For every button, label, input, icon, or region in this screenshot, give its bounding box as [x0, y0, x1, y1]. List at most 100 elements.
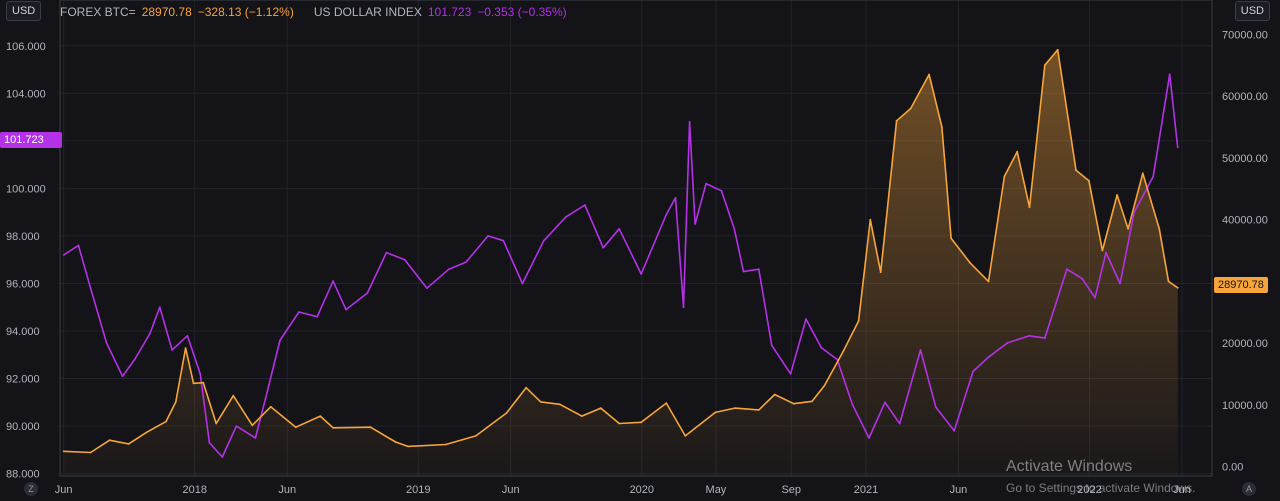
btc-change: −328.13 (−1.12%): [197, 5, 294, 19]
btc-data-point: [773, 393, 776, 396]
right-tick-label: 50000.00: [1222, 153, 1268, 165]
btc-data-point: [505, 412, 508, 414]
btc-data-point: [734, 407, 736, 409]
dxy-data-point: [448, 268, 450, 271]
dxy-data-point: [1168, 73, 1171, 76]
left-currency-button[interactable]: USD: [6, 1, 42, 21]
dxy-data-point: [682, 306, 685, 309]
btc-data-point: [1028, 206, 1031, 209]
dxy-data-point: [1119, 282, 1121, 285]
btc-data-point: [665, 402, 668, 404]
btc-series-line: [63, 49, 1179, 454]
dxy-data-point: [345, 308, 347, 311]
dxy-data-point: [757, 268, 760, 271]
btc-data-point: [842, 350, 845, 353]
time-tick-label: 2020: [630, 484, 654, 496]
dxy-data-point: [1066, 268, 1068, 271]
right-tick-label: 60000.00: [1222, 91, 1268, 103]
btc-data-point: [618, 422, 621, 425]
dxy-data-point: [1152, 175, 1155, 178]
dxy-data-point: [884, 401, 886, 404]
btc-data-point: [757, 409, 760, 411]
btc-data-point: [184, 347, 187, 349]
btc-data-point: [474, 435, 477, 437]
time-tick-label: 2022: [1077, 484, 1101, 496]
left-tick-label: 100.000: [6, 183, 46, 195]
right-tick-label: 20000.00: [1222, 338, 1268, 350]
dxy-data-point: [733, 227, 736, 230]
dxy-data-point: [565, 216, 567, 218]
btc-data-point: [714, 411, 717, 414]
left-tick-label: 88.000: [6, 469, 40, 481]
btc-data-point: [895, 119, 898, 122]
btc-data-point: [407, 445, 409, 448]
dxy-data-point: [105, 342, 108, 344]
dxy-data-point: [1081, 277, 1084, 280]
left-tick-label: 90.000: [6, 421, 40, 433]
time-tick-label: Jun: [1173, 484, 1191, 496]
dxy-data-point: [62, 254, 65, 256]
btc-data-point: [319, 415, 322, 417]
dxy-data-point: [665, 213, 668, 216]
btc-area-layer: [63, 49, 1178, 477]
right-currency-button[interactable]: USD: [1234, 1, 1270, 21]
legend-header: FOREX BTC= 28970.78 −328.13 (−1.12%) US …: [60, 3, 567, 21]
dxy-data-point: [254, 437, 257, 439]
btc-data-point: [1043, 64, 1046, 67]
dxy-data-point: [1028, 334, 1031, 337]
btc-data-point: [909, 107, 912, 110]
dxy-data-point: [688, 120, 691, 123]
btc-data-point: [394, 441, 397, 443]
btc-symbol[interactable]: FOREX BTC=: [60, 5, 136, 19]
dxy-data-point: [465, 261, 467, 263]
dxy-data-point: [602, 246, 605, 249]
dxy-data-point: [694, 223, 696, 225]
dxy-data-point: [521, 282, 524, 285]
dxy-data-point: [298, 311, 300, 313]
watermark-title: Activate Windows: [1006, 458, 1133, 475]
dxy-data-point: [332, 280, 334, 282]
dxy-data-point: [121, 375, 124, 378]
dxy-data-point: [705, 182, 707, 185]
btc-data-point: [684, 435, 687, 437]
time-tick-label: 2019: [406, 484, 430, 496]
dxy-data-point: [789, 372, 792, 375]
dxy-data-point: [149, 332, 151, 335]
dxy-data-point: [987, 356, 990, 359]
left-tick-label: 106.000: [6, 41, 46, 53]
time-tick-label: Jun: [950, 484, 968, 496]
btc-data-point: [251, 424, 254, 427]
dxy-data-point: [674, 197, 677, 199]
left-tick-label: 94.000: [6, 326, 40, 338]
dxy-data-point: [279, 339, 281, 342]
dxy-data-point: [618, 227, 621, 230]
btc-data-point: [580, 415, 583, 417]
btc-data-point: [369, 426, 372, 429]
btc-data-point: [165, 420, 167, 423]
btc-data-point: [1158, 228, 1161, 230]
dxy-data-point: [953, 429, 956, 432]
dxy-data-point: [640, 273, 643, 275]
btc-data-point: [823, 384, 826, 387]
dxy-symbol[interactable]: US DOLLAR INDEX: [313, 5, 422, 19]
btc-data-point: [108, 439, 111, 442]
dxy-data-point: [1176, 146, 1179, 149]
timezone-button[interactable]: Z: [24, 482, 38, 496]
btc-data-point: [558, 403, 561, 406]
btc-data-point: [1056, 48, 1059, 51]
dxy-series-line: [63, 73, 1179, 458]
dxy-data-point: [851, 403, 854, 406]
btc-data-point: [928, 73, 930, 76]
dxy-data-point: [208, 441, 211, 444]
btc-data-point: [1075, 169, 1077, 172]
dxy-data-point: [158, 306, 161, 309]
btc-data-point: [269, 405, 272, 408]
dxy-data-point: [898, 422, 901, 425]
btc-data-point: [202, 381, 205, 384]
dxy-change: −0.353 (−0.35%): [477, 5, 567, 19]
btc-data-point: [1176, 286, 1179, 289]
time-tick-label: 2021: [854, 484, 878, 496]
auto-scale-button[interactable]: A: [1242, 482, 1256, 496]
